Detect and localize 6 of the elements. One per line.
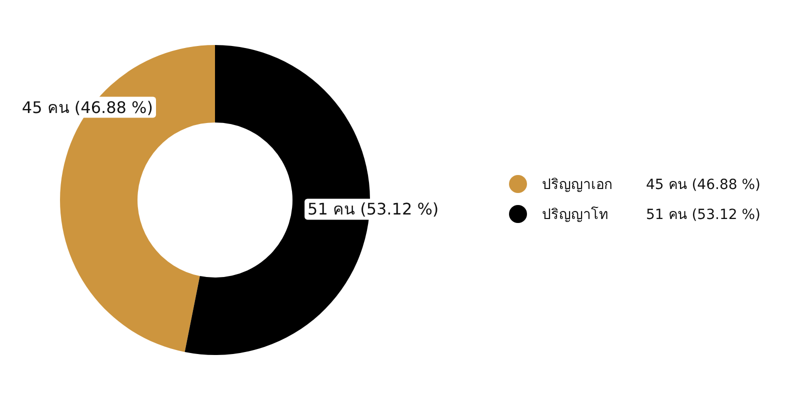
data-label: 45 คน (46.88 %) bbox=[22, 98, 153, 117]
text: 45 คน (46.88 %) bbox=[646, 176, 760, 193]
legend-label: ปริญญาโท bbox=[542, 206, 608, 223]
legend-label: ปริญญาเอก bbox=[542, 176, 612, 193]
text: 51 คน (53.12 %) bbox=[646, 206, 760, 223]
data-label: 51 คน (53.12 %) bbox=[308, 200, 439, 219]
